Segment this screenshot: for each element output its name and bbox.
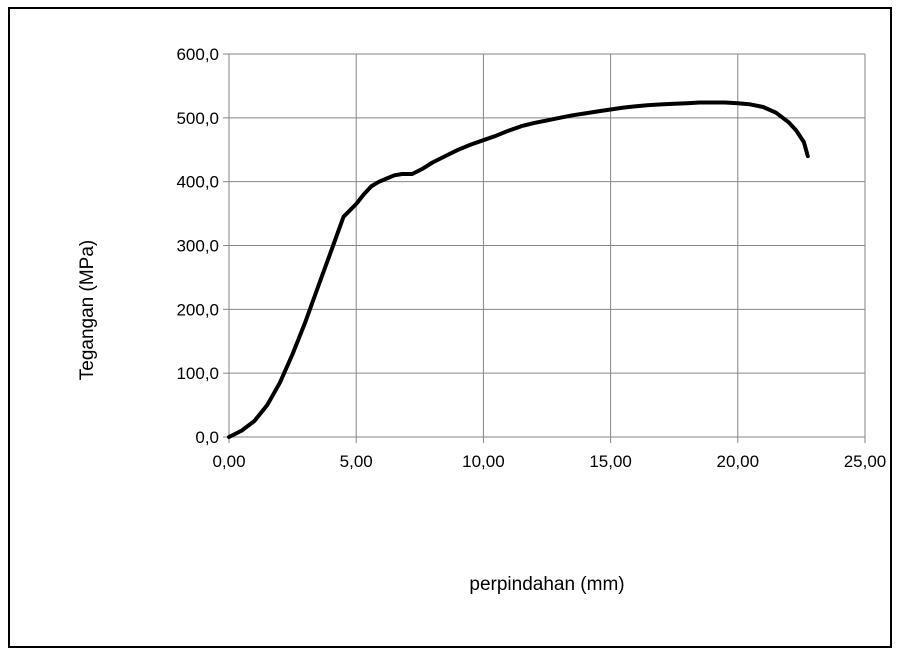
x-tick-label: 10,00: [462, 452, 505, 471]
data-point: [456, 148, 460, 152]
data-point: [723, 100, 727, 105]
data-point: [265, 403, 269, 407]
data-point: [748, 102, 753, 106]
data-point: [685, 101, 689, 105]
data-point: [443, 154, 447, 158]
data-point: [362, 192, 366, 196]
data-point: [761, 105, 765, 109]
data-point: [303, 320, 307, 324]
y-tick-label: 0,0: [195, 428, 219, 447]
data-point: [647, 103, 651, 107]
x-tick-label: 20,00: [717, 452, 760, 471]
data-point: [802, 140, 806, 144]
x-tick-labels: 0,00 5,00 10,00 15,00 20,00 25,00: [212, 452, 886, 471]
data-point: [252, 419, 256, 423]
data-point: [710, 100, 715, 105]
data-point: [369, 184, 374, 188]
data-point: [392, 173, 396, 177]
data-point: [532, 121, 536, 125]
grid: [223, 53, 866, 443]
data-point: [430, 160, 435, 165]
data-point: [377, 180, 381, 184]
data-point: [316, 285, 320, 289]
chart-frame: [8, 7, 892, 648]
y-tick-label: 600,0: [176, 45, 219, 64]
data-series-line: [227, 100, 810, 439]
y-tick-label: 100,0: [176, 364, 219, 383]
data-point: [494, 134, 498, 138]
data-point: [520, 124, 524, 128]
data-point: [596, 109, 600, 113]
data-point: [341, 215, 346, 219]
data-point: [609, 107, 613, 112]
y-tick-labels: 0,0 100,0 200,0 300,0 400,0 500,0 600,0: [176, 45, 219, 447]
data-point: [410, 172, 414, 176]
data-point: [227, 435, 231, 439]
data-point: [583, 111, 587, 115]
data-point: [736, 101, 740, 105]
y-tick-label: 500,0: [176, 109, 219, 128]
data-point: [385, 176, 389, 181]
data-point: [794, 129, 798, 133]
data-point: [774, 111, 778, 115]
data-point: [634, 104, 638, 108]
data-point: [291, 352, 295, 356]
data-point: [672, 102, 676, 106]
y-tick-label: 200,0: [176, 300, 219, 319]
data-point: [420, 167, 424, 171]
x-tick-label: 25,00: [844, 452, 887, 471]
data-point: [570, 113, 575, 117]
data-point: [787, 120, 791, 124]
data-point: [621, 106, 625, 110]
x-tick-label: 0,00: [212, 452, 245, 471]
data-point: [545, 118, 549, 122]
data-point: [481, 138, 485, 142]
y-axis-title: Tegangan (MPa): [77, 240, 98, 380]
data-point: [400, 172, 404, 176]
data-point: [806, 154, 810, 158]
data-point: [329, 250, 333, 254]
data-point: [278, 381, 282, 385]
x-axis-title: perpindahan (mm): [469, 574, 624, 595]
data-point: [240, 429, 244, 433]
x-tick-label: 15,00: [589, 452, 632, 471]
data-point: [469, 143, 473, 147]
y-tick-label: 400,0: [176, 173, 219, 192]
x-tick-label: 5,00: [340, 452, 373, 471]
data-point: [659, 102, 664, 106]
series-layer: [227, 100, 810, 439]
y-tick-label: 300,0: [176, 237, 219, 256]
data-point: [558, 116, 562, 120]
data-point: [507, 129, 511, 133]
data-point: [698, 100, 702, 105]
data-point: [354, 202, 358, 206]
